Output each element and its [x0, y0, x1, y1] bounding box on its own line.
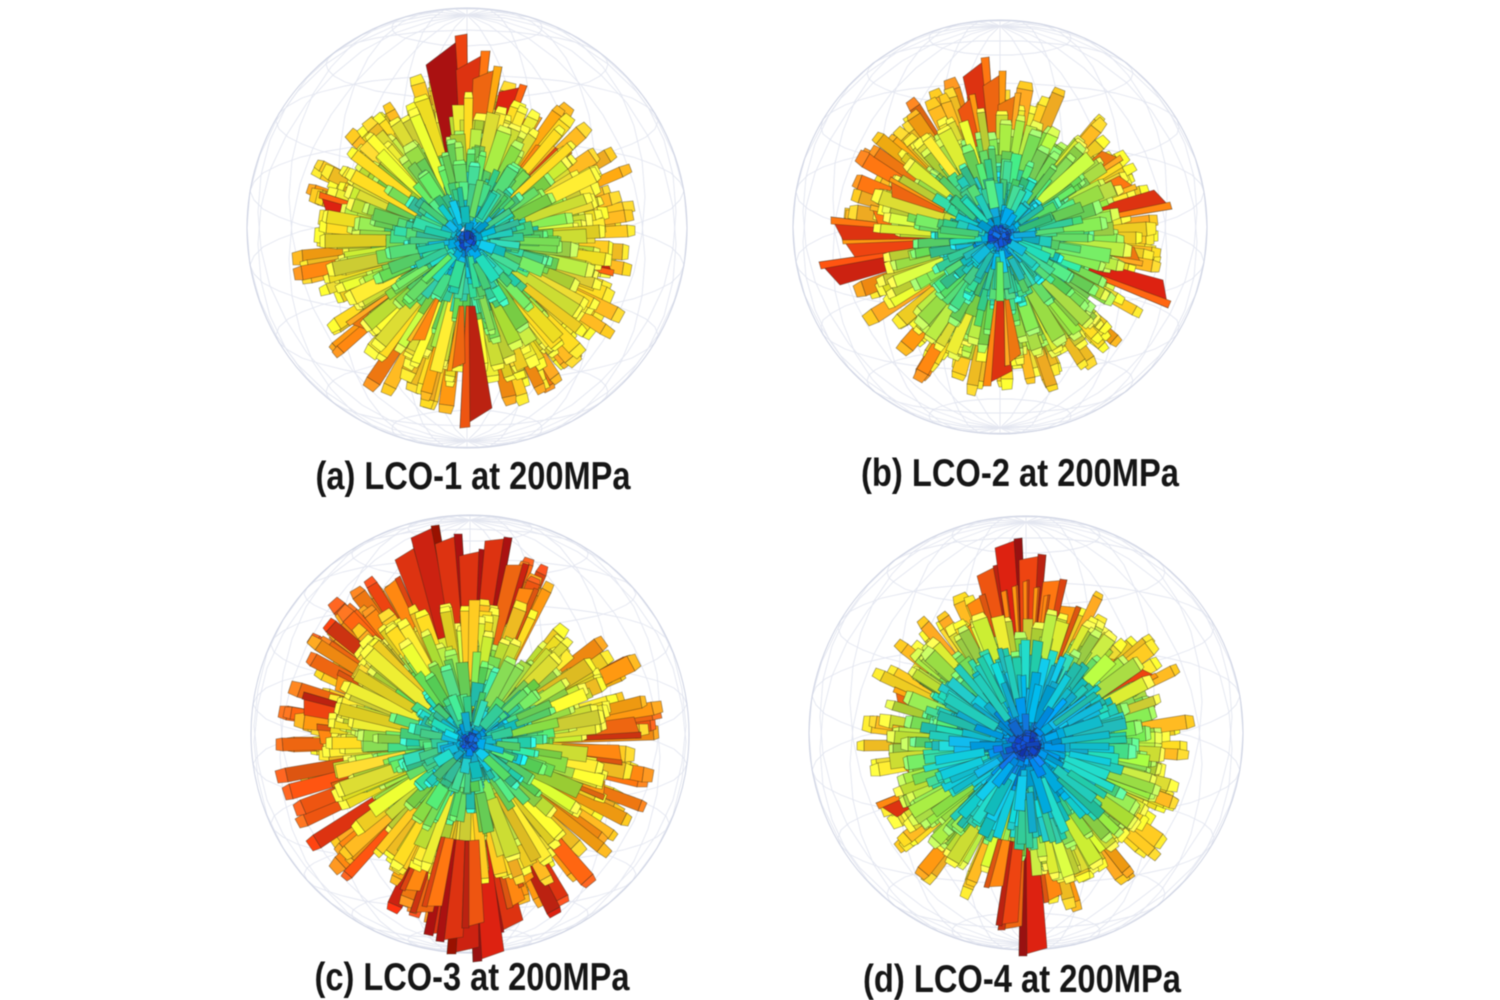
svg-text:(a) LCO-1 at 200MPa: (a) LCO-1 at 200MPa — [316, 455, 631, 498]
svg-text:(c) LCO-3 at 200MPa: (c) LCO-3 at 200MPa — [315, 956, 630, 999]
svg-text:(b) LCO-2 at 200MPa: (b) LCO-2 at 200MPa — [861, 452, 1179, 495]
svg-text:(d) LCO-4 at 200MPa: (d) LCO-4 at 200MPa — [863, 958, 1181, 1000]
